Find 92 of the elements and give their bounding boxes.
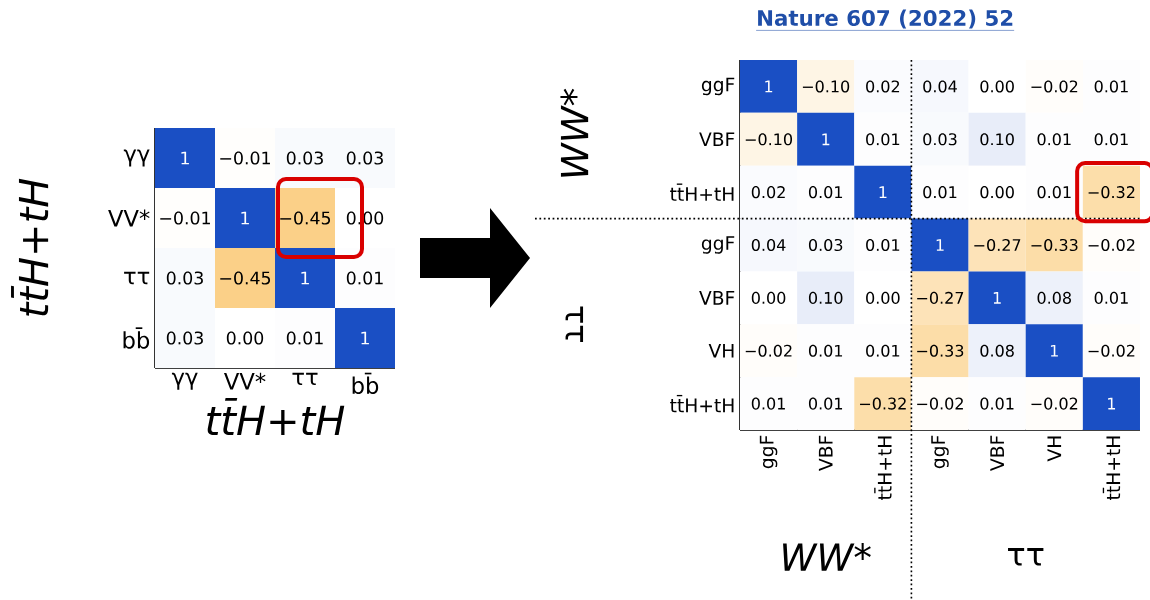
- data-label: 1: [301, 271, 309, 285]
- data-label: 0.02: [751, 186, 785, 199]
- y-tick-label: VH: [708, 343, 734, 358]
- data-label: 0.00: [980, 80, 1014, 93]
- data-label: −0.32: [1088, 186, 1135, 199]
- data-label: 1: [993, 292, 1001, 304]
- data-label: −0.02: [1031, 397, 1078, 410]
- data-label: 0.04: [751, 238, 786, 252]
- data-label: 0.01: [1094, 80, 1128, 93]
- x-tick-label: ggF: [931, 435, 949, 469]
- y-tick-label: bb̄: [123, 327, 150, 349]
- data-label: 0.01: [866, 133, 900, 146]
- data-label: 0.00: [866, 291, 900, 304]
- x-tick-label: tt̄H+tH: [874, 436, 892, 500]
- data-label: −0.45: [280, 211, 331, 225]
- data-label: −0.45: [220, 271, 271, 285]
- data-label: −0.01: [160, 211, 210, 225]
- data-label: −0.10: [745, 133, 793, 146]
- data-label: 0.01: [1094, 291, 1128, 304]
- data-label: 0.03: [166, 271, 203, 285]
- y-tick-label: VBF: [699, 132, 735, 147]
- data-label: 0.01: [1037, 186, 1071, 199]
- data-label: −0.32: [860, 397, 906, 410]
- data-label: 1: [361, 331, 369, 345]
- y-tick-label: γγ: [123, 149, 150, 167]
- data-label: 0.03: [286, 151, 323, 165]
- data-label: 0.03: [346, 151, 383, 165]
- y-tick-label: tt̄H+tH: [670, 394, 734, 413]
- x-tick-label: tt̄H+tH: [1102, 436, 1121, 500]
- y-tick-label: VV*: [108, 209, 150, 227]
- text: ττ: [1008, 548, 1044, 566]
- data-label: −0.33: [1031, 238, 1078, 252]
- data-label: 0.03: [808, 238, 843, 252]
- data-label: −0.01: [220, 151, 270, 165]
- x-tick-label: VBF: [818, 435, 833, 471]
- y-tick-label: ττ: [124, 271, 150, 285]
- y-tick-label: ggF: [701, 236, 735, 254]
- data-label: 0.00: [226, 331, 264, 345]
- text: ττ: [565, 306, 584, 342]
- data-label: −0.02: [917, 397, 963, 410]
- data-label: 1: [1050, 344, 1058, 357]
- data-label: 0.03: [923, 133, 957, 146]
- data-label: 0.10: [808, 291, 843, 304]
- data-label: 0.01: [923, 186, 957, 199]
- data-label: 0.01: [866, 238, 900, 252]
- data-label: −0.02: [1088, 344, 1135, 357]
- data-label: 0.01: [808, 344, 843, 357]
- data-label: 0.01: [286, 331, 323, 345]
- data-label: 0.01: [808, 397, 843, 410]
- text: Nature 607 (2022) 52: [758, 9, 1013, 29]
- data-label: 1: [822, 133, 830, 146]
- data-label: 0.04: [923, 80, 957, 93]
- data-label: −0.02: [1088, 238, 1135, 252]
- data-label: 0.01: [980, 397, 1014, 410]
- text: WW*: [783, 543, 871, 571]
- data-label: 0.00: [980, 186, 1014, 199]
- data-label: 0.01: [1037, 133, 1071, 146]
- data-label: 0.00: [751, 291, 786, 304]
- data-label: 0.01: [1094, 133, 1128, 146]
- data-label: 0.01: [866, 344, 900, 357]
- x-tick-label: γγ: [171, 372, 198, 390]
- data-label: 0.08: [980, 344, 1014, 357]
- data-label: 1: [936, 239, 944, 251]
- data-label: −0.10: [802, 80, 850, 93]
- data-label: −0.02: [1031, 80, 1078, 93]
- data-label: 1: [1108, 397, 1116, 410]
- x-tick-label: VV*: [223, 372, 266, 390]
- data-label: 0.03: [166, 331, 203, 345]
- data-label: 1: [765, 80, 773, 93]
- x-tick-label: ggF: [759, 435, 778, 469]
- data-label: 0.01: [808, 186, 843, 199]
- data-label: 0.10: [980, 133, 1014, 146]
- data-label: 1: [181, 151, 189, 165]
- data-label: 0.01: [751, 397, 785, 410]
- y-tick-label: ggF: [701, 77, 735, 96]
- data-label: −0.02: [745, 344, 792, 357]
- data-label: 0.08: [1037, 291, 1071, 304]
- data-label: −0.33: [917, 344, 964, 357]
- data-label: 1: [241, 211, 249, 225]
- x-tick-label: VBF: [990, 435, 1004, 471]
- x-tick-label: bb̄: [352, 372, 379, 395]
- y-tick-label: VBF: [699, 291, 735, 305]
- data-label: −0.27: [917, 291, 964, 304]
- data-label: 0.02: [866, 80, 900, 93]
- x-tick-label: ττ: [292, 372, 318, 386]
- text: WW*: [560, 88, 589, 177]
- x-tick-label: VH: [1047, 436, 1062, 462]
- data-label: −0.27: [974, 238, 1021, 252]
- y-tick-label: tt̄H+tH: [670, 183, 734, 201]
- data-label: 0.01: [346, 271, 383, 285]
- data-label: 1: [879, 186, 887, 198]
- x-axis-title: tt̄H+tH: [207, 397, 345, 435]
